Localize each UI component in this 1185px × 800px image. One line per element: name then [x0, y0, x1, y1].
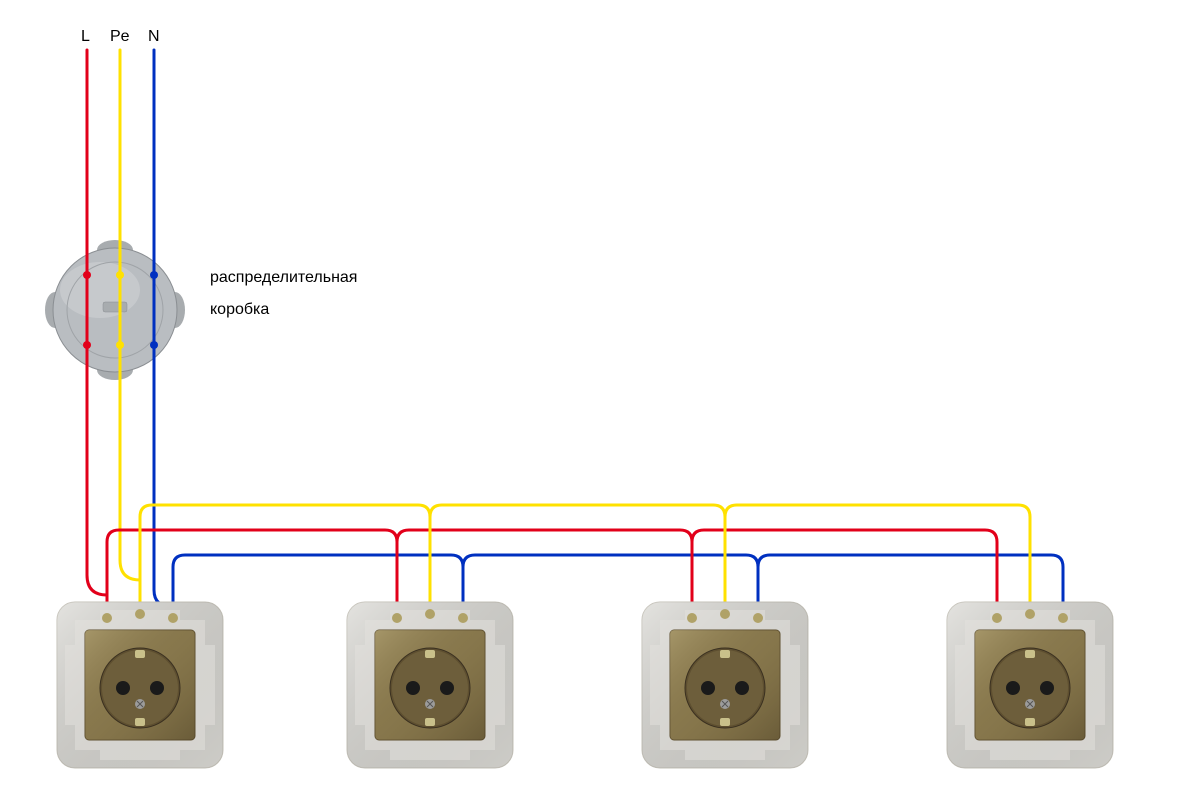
socket-4 [945, 600, 1115, 770]
socket-1 [55, 600, 225, 770]
socket-3 [640, 600, 810, 770]
junction-box-label-line1: распределительная [210, 269, 357, 286]
junction-box-label-line2: коробка [210, 301, 269, 318]
label-Pe: Pe [110, 28, 130, 46]
junction-box [45, 240, 185, 380]
label-N: N [148, 28, 160, 46]
socket-2 [345, 600, 515, 770]
label-L: L [81, 28, 90, 46]
junction-box-label: распределительная коробка [210, 262, 357, 326]
